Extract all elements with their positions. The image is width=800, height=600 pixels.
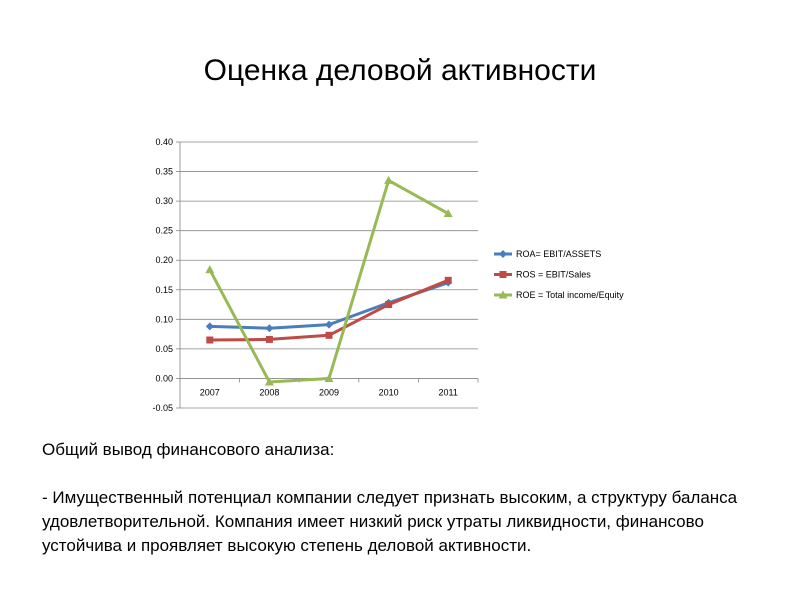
data-point-triangle: [264, 377, 274, 386]
data-point-triangle: [498, 290, 508, 299]
y-tick-label: 0.00: [155, 373, 173, 383]
data-point-square: [385, 301, 393, 309]
data-point-triangle: [324, 373, 334, 382]
data-point-square: [325, 331, 333, 339]
data-point-triangle: [384, 175, 394, 184]
y-tick-label: 0.15: [155, 285, 173, 295]
y-tick-label: 0.30: [155, 196, 173, 206]
y-tick-label: 0.40: [155, 137, 173, 147]
data-point-square: [499, 271, 507, 278]
y-tick-label: 0.25: [155, 226, 173, 236]
y-tick-label: 0.05: [155, 344, 173, 354]
legend-label: ROS = EBIT/Sales: [516, 270, 591, 280]
chart-legend: ROA= EBIT/ASSETS ROS = EBIT/Sales ROE = To…: [494, 249, 624, 300]
data-point-triangle: [205, 265, 215, 274]
data-point-square: [444, 276, 452, 284]
y-tick-label: 0.35: [155, 167, 173, 177]
data-point-triangle: [443, 209, 453, 218]
summary-heading: Общий вывод финансового анализа:: [42, 440, 335, 459]
y-tick-label: -0.05: [152, 403, 173, 413]
y-tick-label: 0.10: [155, 314, 173, 324]
y-tick-label: 0.20: [155, 255, 173, 265]
legend-label: ROE = Total income/Equity: [516, 290, 624, 300]
slide-title: Оценка деловой активности: [203, 54, 597, 87]
data-point-diamond: [325, 320, 333, 329]
data-point-diamond: [265, 324, 274, 333]
data-point-square: [265, 335, 273, 343]
series-line: [208, 178, 449, 384]
x-axis-tick-labels: 2007 2008 2009 2010 2011: [200, 387, 458, 397]
x-tick-label: 2009: [319, 387, 339, 397]
y-axis-tick-labels: 0.40 0.35 0.30 0.25 0.20 0.15 0.10 0.05 0.00 -0.0…: [152, 137, 173, 413]
grid-lines: [180, 141, 478, 409]
x-tick-label: 2007: [200, 387, 220, 397]
chart-series: [205, 175, 453, 386]
x-tick-label: 2008: [259, 387, 279, 397]
legend-label: ROA= EBIT/ASSETS: [516, 249, 601, 259]
data-point-square: [206, 336, 214, 344]
summary-section: Общий вывод финансового анализа: - Имуще…: [42, 438, 772, 558]
summary-text: - Имущественный потенциал компании следу…: [42, 488, 738, 555]
series-line: [209, 278, 449, 342]
data-point-diamond: [499, 250, 507, 258]
x-tick-label: 2011: [439, 387, 458, 397]
line-chart: 0.40 0.35 0.30 0.25 0.20 0.15 0.10 0.05 0.00 -0.0…: [152, 137, 624, 413]
data-point-diamond: [205, 322, 214, 331]
chart-axes: [176, 141, 479, 409]
x-tick-label: 2010: [379, 387, 399, 397]
